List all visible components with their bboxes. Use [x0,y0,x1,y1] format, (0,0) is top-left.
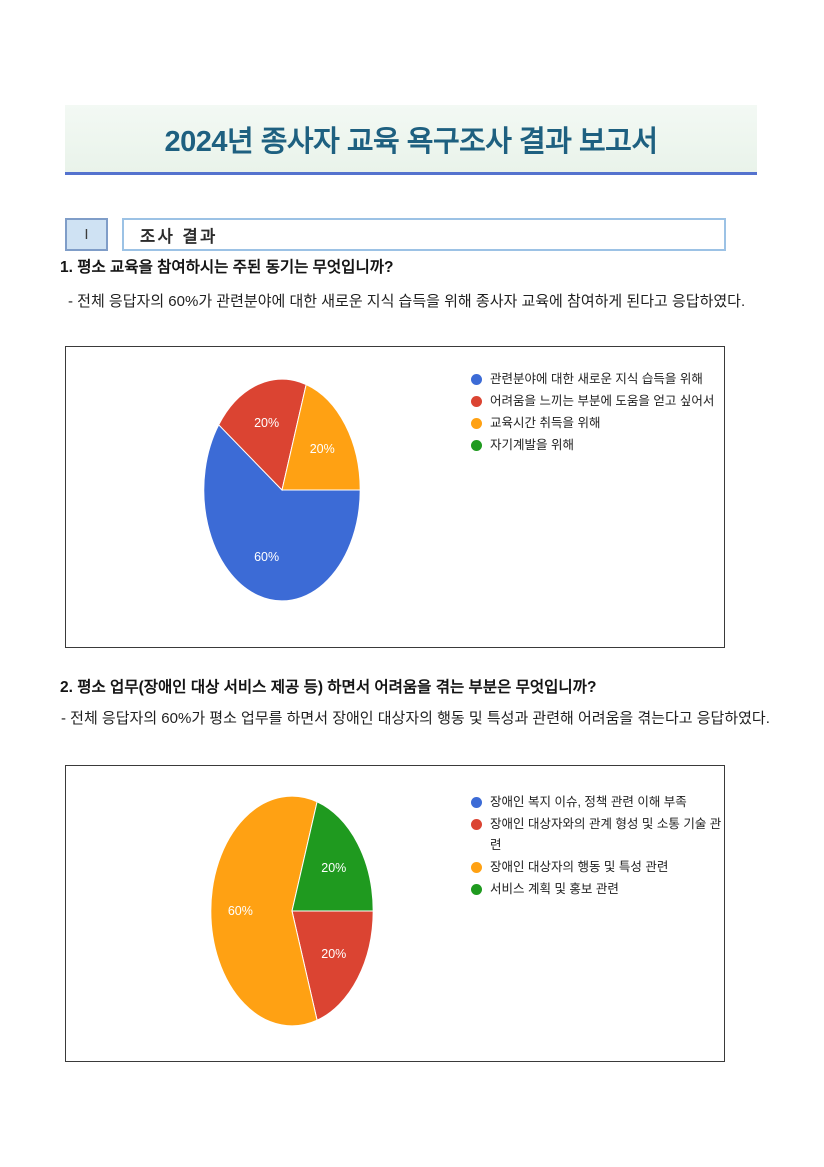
pie-slice [204,425,360,601]
legend-item: 자기계발을 위해 [471,435,727,456]
pie-slice [292,911,373,1020]
legend-color-dot [471,396,482,407]
question-1-summary: - 전체 응답자의 60%가 관련분야에 대한 새로운 지식 습득을 위해 종사… [68,293,746,310]
report-title-banner: 2024년 종사자 교육 욕구조사 결과 보고서 [65,105,757,175]
legend-color-dot [471,819,482,830]
pie-slice [219,379,306,490]
legend-color-dot [471,862,482,873]
legend-color-dot [471,884,482,895]
section-numeral: I [84,226,89,243]
legend-color-dot [471,797,482,808]
pie-slice-label: 20% [321,946,347,961]
section-numeral-box: I [65,218,108,251]
section-title-box: 조사 결과 [122,218,726,251]
legend-label: 장애인 대상자와의 관계 형성 및 소통 기술 관련 [490,817,722,852]
legend-label: 장애인 복지 이슈, 정책 관련 이해 부족 [490,795,687,809]
legend-color-dot [471,374,482,385]
pie-slice [282,385,360,490]
pie-slice-label: 20% [321,861,347,876]
question-1-heading: 1. 평소 교육을 참여하시는 주된 동기는 무엇입니까? [60,259,394,276]
pie-chart-1: 60% 20% 20% [203,378,361,602]
pie-slice-label: 60% [227,904,253,918]
legend-color-dot [471,440,482,451]
legend-label: 서비스 계획 및 홍보 관련 [490,882,619,896]
legend-item: 어려움을 느끼는 부분에 도움을 얻고 싶어서 [471,391,727,412]
legend-label: 교육시간 취득을 위해 [490,416,601,430]
section-title: 조사 결과 [140,227,218,246]
legend-item: 장애인 대상자의 행동 및 특성 관련 [471,857,727,878]
legend-color-dot [471,418,482,429]
legend-label: 자기계발을 위해 [490,438,574,452]
pie-slice-label: 20% [309,441,335,456]
legend-item: 장애인 대상자와의 관계 형성 및 소통 기술 관련 [471,814,727,856]
pie-chart-2: 20% 60% 20% [210,795,374,1027]
legend-label: 장애인 대상자의 행동 및 특성 관련 [490,860,669,874]
legend-label: 어려움을 느끼는 부분에 도움을 얻고 싶어서 [490,394,715,408]
pie-slice [211,796,317,1026]
question-2-summary: - 전체 응답자의 60%가 평소 업무를 하면서 장애인 대상자의 행동 및 … [61,710,770,727]
pie-slice-label: 60% [254,550,280,565]
report-title: 2024년 종사자 교육 욕구조사 결과 보고서 [164,125,659,158]
legend-item: 관련분야에 대한 새로운 지식 습득을 위해 [471,369,727,390]
pie-slice [292,802,373,911]
question-2-heading: 2. 평소 업무(장애인 대상 서비스 제공 등) 하면서 어려움을 겪는 부분… [60,679,597,696]
pie-chart-svg [210,795,374,1027]
legend-item: 서비스 계획 및 홍보 관련 [471,879,727,900]
legend-label: 관련분야에 대한 새로운 지식 습득을 위해 [490,372,703,386]
legend-item: 장애인 복지 이슈, 정책 관련 이해 부족 [471,792,727,813]
legend-item: 교육시간 취득을 위해 [471,413,727,434]
pie-chart-svg [203,378,361,602]
pie-slice-label: 20% [254,415,280,430]
